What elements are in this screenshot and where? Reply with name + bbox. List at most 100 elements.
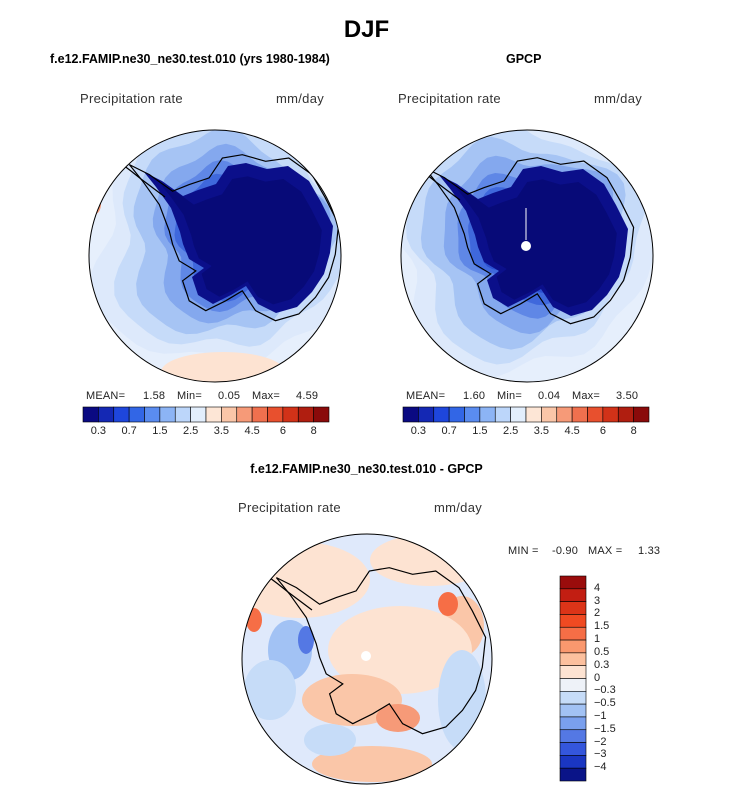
map-3-colorbar-box bbox=[559, 691, 587, 705]
panel-3-variable: Precipitation rate bbox=[238, 500, 341, 515]
map-2-colorbar-tick: 0.3 bbox=[410, 425, 427, 437]
map-2-colorbar bbox=[402, 406, 650, 423]
map-3-colorbar-tick: −0.5 bbox=[594, 697, 616, 710]
map-1-colorbar-box bbox=[113, 406, 130, 423]
map-1-colorbar-tick: 1.5 bbox=[152, 425, 168, 437]
panel-1-variable: Precipitation rate bbox=[80, 91, 183, 106]
panel-3-min-value: -0.90 bbox=[552, 545, 579, 557]
map-2-colorbar-box bbox=[433, 406, 450, 423]
panel-1-title: f.e12.FAMIP.ne30_ne30.test.010 (yrs 1980… bbox=[50, 52, 330, 66]
map-3-colorbar-tick: 0 bbox=[594, 671, 601, 684]
map-2-colorbar-tick: 6 bbox=[599, 425, 606, 437]
panel-1-mean-value: 1.58 bbox=[143, 390, 166, 402]
map-2-border bbox=[400, 129, 654, 383]
map-3-colorbar-box bbox=[559, 588, 587, 602]
map-3-colorbar-box bbox=[559, 652, 587, 666]
map-2-colorbar-box bbox=[571, 406, 588, 423]
map-1-colorbar-tick: 6 bbox=[279, 425, 286, 437]
map-2-colorbar-box bbox=[510, 406, 527, 423]
panel-3-max-value: 1.33 bbox=[638, 545, 661, 557]
map-1-colorbar-box bbox=[98, 406, 115, 423]
map-3-anomaly-patch bbox=[298, 626, 314, 654]
map-1-colorbar-box bbox=[267, 406, 284, 423]
map-3-colorbar-box bbox=[559, 575, 587, 590]
map-2-colorbar-box bbox=[448, 406, 465, 423]
panel-3-min-label: MIN = bbox=[508, 545, 539, 557]
map-1-colorbar-box bbox=[221, 406, 238, 423]
panel-1-max-label: Max= bbox=[252, 390, 281, 402]
map-3-colorbar-tick: −4 bbox=[594, 761, 607, 774]
map-1-colorbar bbox=[82, 406, 330, 423]
map-3-anomaly-patch bbox=[244, 660, 296, 720]
map-3-colorbar-tick: −3 bbox=[594, 748, 607, 761]
map-2-colorbar-box bbox=[617, 406, 634, 423]
map-3-peninsula bbox=[269, 577, 313, 611]
panel-1-min-label: Min= bbox=[177, 390, 202, 402]
map-2-colorbar-tick: 2.5 bbox=[502, 425, 519, 437]
map-3-anomaly-patch bbox=[312, 746, 432, 782]
map-1-colorbar-box bbox=[128, 406, 145, 423]
map-1-coastline bbox=[128, 154, 340, 322]
panel-2-title: GPCP bbox=[506, 52, 542, 66]
map-1-colorbar-tick: 0.3 bbox=[90, 425, 107, 437]
panel-2-units: mm/day bbox=[594, 91, 643, 106]
panel-1-units: mm/day bbox=[276, 91, 325, 106]
panel-2-variable: Precipitation rate bbox=[398, 91, 501, 106]
map-3-colorbar bbox=[559, 575, 587, 782]
panel-2-max-label: Max= bbox=[572, 390, 601, 402]
map-1-peninsula bbox=[122, 164, 166, 198]
map-1-colorbar-tick: 8 bbox=[310, 425, 317, 437]
map-2-colorbar-tick: 1.5 bbox=[472, 425, 488, 437]
panel-1-mean-label: MEAN= bbox=[86, 390, 126, 402]
map-3-colorbar-box bbox=[559, 614, 587, 628]
map-3-colorbar-tick: 4 bbox=[594, 581, 601, 594]
map-1-colorbar-box bbox=[82, 406, 99, 423]
panel-1-max-value: 4.59 bbox=[296, 390, 319, 402]
map-2-colorbar-box bbox=[402, 406, 419, 423]
map-3-colorbar-box bbox=[559, 639, 587, 654]
map-3-colorbar-box bbox=[559, 742, 587, 756]
panel-1-min-value: 0.05 bbox=[218, 390, 241, 402]
map-2-colorbar-box bbox=[602, 406, 619, 423]
map-1-colorbar-box bbox=[236, 406, 253, 423]
map-3-border bbox=[241, 533, 493, 785]
map-3-colorbar-tick: 1.5 bbox=[594, 620, 610, 633]
map-2 bbox=[400, 129, 654, 383]
map-1-colorbar-box bbox=[313, 406, 330, 423]
map-3-colorbar-box bbox=[559, 716, 587, 731]
map-3-colorbar-box bbox=[559, 755, 587, 769]
map-1-colorbar-tick: 2.5 bbox=[182, 425, 199, 437]
panel-3-title: f.e12.FAMIP.ne30_ne30.test.010 - GPCP bbox=[250, 462, 483, 476]
map-3-colorbar-tick: 3 bbox=[594, 594, 601, 607]
map-2-colorbar-tick: 3.5 bbox=[533, 425, 550, 437]
map-1-colorbar-box bbox=[144, 406, 161, 423]
map-2-colorbar-box bbox=[525, 406, 542, 423]
map-2-colorbar-box bbox=[633, 406, 650, 423]
map-1-colorbar-tick: 0.7 bbox=[121, 425, 137, 437]
map-3-colorbar-tick: −2 bbox=[594, 735, 607, 748]
map-2-colorbar-box bbox=[556, 406, 573, 423]
map-2-colorbar-box bbox=[464, 406, 481, 423]
map-1-colorbar-box bbox=[251, 406, 268, 423]
map-1-border bbox=[88, 129, 342, 383]
map-2-colorbar-box bbox=[418, 406, 435, 423]
map-2-colorbar-tick: 8 bbox=[630, 425, 637, 437]
map-3-coastline bbox=[275, 567, 487, 735]
map-3-colorbar-box bbox=[559, 601, 587, 615]
map-3-colorbar-box bbox=[559, 729, 587, 743]
map-3-colorbar-tick: −1 bbox=[594, 709, 607, 722]
map-3-colorbar-box bbox=[559, 678, 587, 692]
map-1-warm-patch bbox=[161, 352, 285, 382]
map-2-colorbar-box bbox=[494, 406, 511, 423]
map-3-colorbar-box bbox=[559, 767, 587, 782]
map-1-colorbar-tick: 4.5 bbox=[244, 425, 260, 437]
map-1 bbox=[88, 129, 342, 383]
map-1-colorbar-box bbox=[190, 406, 207, 423]
map-2-colorbar-tick: 4.5 bbox=[564, 425, 580, 437]
map-3-colorbar-tick: 0.3 bbox=[594, 658, 610, 671]
map-3-colorbar-tick: 0.5 bbox=[594, 645, 610, 658]
map-1-colorbar-box bbox=[174, 406, 191, 423]
map-3-anomaly-patch bbox=[438, 650, 486, 750]
map-3-anomaly-patch bbox=[302, 674, 402, 726]
map-2-colorbar-box bbox=[479, 406, 496, 423]
